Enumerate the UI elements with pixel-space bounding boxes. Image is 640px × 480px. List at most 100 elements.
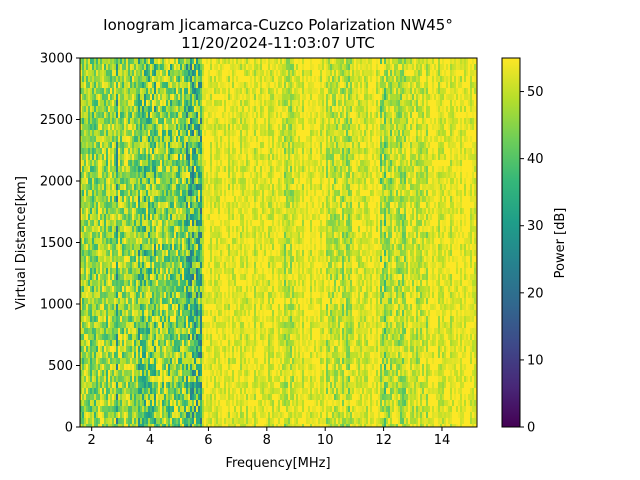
heatmap-cell bbox=[200, 118, 202, 124]
heatmap-cell bbox=[96, 406, 98, 412]
heatmap-cell bbox=[104, 232, 106, 238]
heatmap-cell bbox=[192, 400, 194, 406]
heatmap-cell bbox=[122, 382, 124, 388]
heatmap-cell bbox=[256, 124, 258, 130]
heatmap-cell bbox=[120, 358, 122, 364]
heatmap-cell bbox=[102, 238, 104, 244]
heatmap-cell bbox=[140, 118, 142, 124]
heatmap-cell bbox=[268, 88, 270, 94]
heatmap-cell bbox=[176, 190, 178, 196]
heatmap-cell bbox=[156, 136, 158, 142]
heatmap-cell bbox=[224, 196, 226, 202]
heatmap-cell bbox=[244, 310, 246, 316]
heatmap-cell bbox=[116, 298, 118, 304]
heatmap-cell bbox=[232, 346, 234, 352]
heatmap-cell bbox=[100, 244, 102, 250]
heatmap-cell bbox=[92, 238, 94, 244]
heatmap-cell bbox=[132, 292, 134, 298]
heatmap-cell bbox=[242, 412, 244, 418]
heatmap-cell bbox=[124, 250, 126, 256]
heatmap-cell bbox=[190, 274, 192, 280]
heatmap-cell bbox=[124, 148, 126, 154]
heatmap-cell bbox=[278, 208, 280, 214]
heatmap-cell bbox=[202, 196, 204, 202]
heatmap-cell bbox=[200, 316, 202, 322]
heatmap-cell bbox=[212, 106, 214, 112]
heatmap-cell bbox=[84, 424, 86, 427]
heatmap-cell bbox=[202, 82, 204, 88]
heatmap-cell bbox=[240, 124, 242, 130]
heatmap-cell bbox=[244, 358, 246, 364]
heatmap-cell bbox=[114, 256, 116, 262]
heatmap-cell bbox=[144, 334, 146, 340]
heatmap-cell bbox=[262, 208, 264, 214]
heatmap-cell bbox=[218, 88, 220, 94]
heatmap-cell bbox=[212, 118, 214, 124]
heatmap-cell bbox=[170, 172, 172, 178]
heatmap-cell bbox=[120, 184, 122, 190]
heatmap-cell bbox=[108, 262, 110, 268]
heatmap-cell bbox=[250, 196, 252, 202]
heatmap-cell bbox=[246, 220, 248, 226]
heatmap-cell bbox=[244, 340, 246, 346]
heatmap-cell bbox=[184, 130, 186, 136]
heatmap-cell bbox=[126, 262, 128, 268]
heatmap-cell bbox=[218, 262, 220, 268]
heatmap-cell bbox=[200, 268, 202, 274]
heatmap-cell bbox=[90, 382, 92, 388]
heatmap-cell bbox=[278, 64, 280, 70]
heatmap-cell bbox=[148, 160, 150, 166]
heatmap-cell bbox=[128, 322, 130, 328]
heatmap-cell bbox=[260, 112, 262, 118]
heatmap-cell bbox=[88, 232, 90, 238]
heatmap-cell bbox=[132, 226, 134, 232]
heatmap-cell bbox=[250, 328, 252, 334]
heatmap-cell bbox=[102, 346, 104, 352]
heatmap-cell bbox=[154, 100, 156, 106]
heatmap-cell bbox=[188, 310, 190, 316]
heatmap-cell bbox=[270, 88, 272, 94]
heatmap-cell bbox=[110, 70, 112, 76]
heatmap-cell bbox=[96, 94, 98, 100]
heatmap-cell bbox=[170, 364, 172, 370]
heatmap-cell bbox=[96, 310, 98, 316]
heatmap-cell bbox=[198, 424, 200, 427]
heatmap-cell bbox=[152, 340, 154, 346]
heatmap-cell bbox=[248, 112, 250, 118]
heatmap-cell bbox=[128, 232, 130, 238]
heatmap-cell bbox=[184, 124, 186, 130]
heatmap-cell bbox=[202, 172, 204, 178]
heatmap-cell bbox=[234, 292, 236, 298]
heatmap-cell bbox=[120, 112, 122, 118]
heatmap-cell bbox=[168, 106, 170, 112]
heatmap-cell bbox=[116, 118, 118, 124]
heatmap-cell bbox=[232, 82, 234, 88]
heatmap-cell bbox=[106, 94, 108, 100]
heatmap-cell bbox=[168, 382, 170, 388]
heatmap-cell bbox=[114, 328, 116, 334]
heatmap-cell bbox=[242, 172, 244, 178]
heatmap-cell bbox=[144, 166, 146, 172]
heatmap-cell bbox=[178, 232, 180, 238]
heatmap-cell bbox=[194, 148, 196, 154]
heatmap-cell bbox=[232, 274, 234, 280]
heatmap-cell bbox=[104, 268, 106, 274]
heatmap-cell bbox=[140, 388, 142, 394]
heatmap-cell bbox=[104, 124, 106, 130]
heatmap-cell bbox=[196, 256, 198, 262]
heatmap-cell bbox=[90, 424, 92, 427]
heatmap-cell bbox=[270, 352, 272, 358]
heatmap-cell bbox=[104, 70, 106, 76]
heatmap-cell bbox=[190, 208, 192, 214]
heatmap-cell bbox=[198, 328, 200, 334]
heatmap-cell bbox=[200, 196, 202, 202]
heatmap-cell bbox=[216, 340, 218, 346]
heatmap-cell bbox=[216, 106, 218, 112]
heatmap-cell bbox=[90, 154, 92, 160]
heatmap-cell bbox=[270, 106, 272, 112]
heatmap-cell bbox=[130, 160, 132, 166]
heatmap-cell bbox=[260, 64, 262, 70]
heatmap-cell bbox=[182, 190, 184, 196]
heatmap-cell bbox=[194, 64, 196, 70]
heatmap-cell bbox=[104, 130, 106, 136]
